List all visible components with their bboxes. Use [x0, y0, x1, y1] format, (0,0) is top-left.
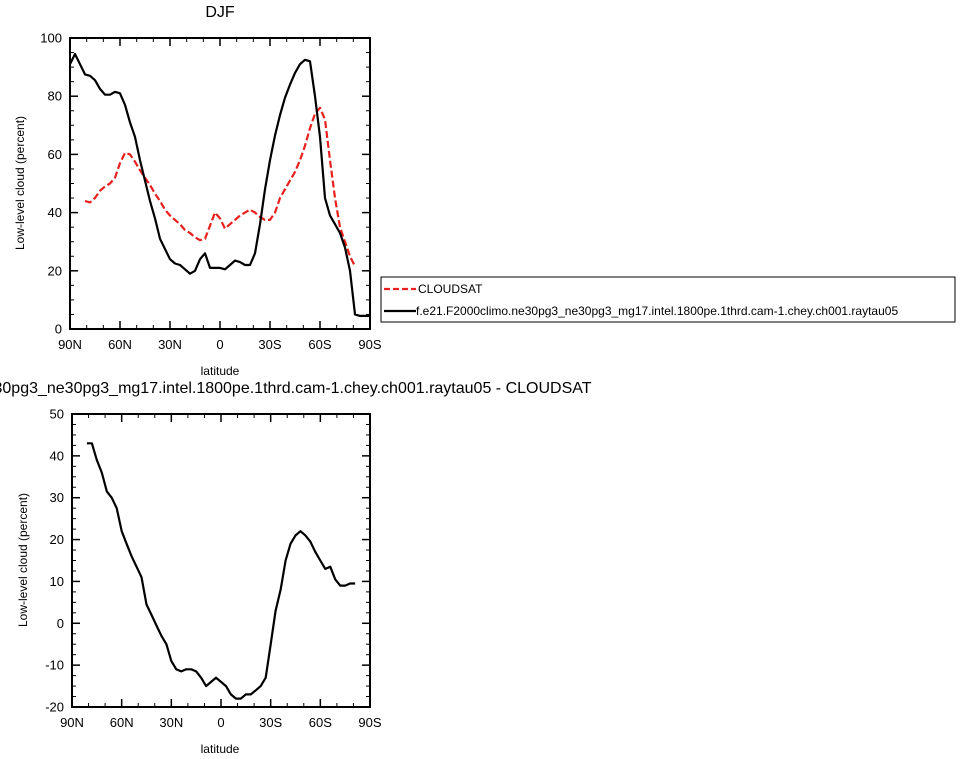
bottom-plot-frame [71, 413, 371, 708]
top-x-axis-label: latitude [201, 364, 240, 378]
top-chart-title: DJF [205, 4, 235, 21]
bottom-y-tick-label: 30 [50, 490, 64, 505]
bottom-x-tick-label: 60S [309, 715, 332, 730]
top-y-tick-label: 40 [48, 205, 62, 220]
bottom-x-tick-label: 60N [110, 715, 134, 730]
top-y-axis-label: Low-level cloud (percent) [13, 116, 27, 250]
top-y-tick-label: 100 [40, 31, 62, 46]
top-y-tick-label: 0 [55, 322, 62, 337]
bottom-y-tick-label: 20 [50, 532, 64, 547]
top-y-tick-label: 60 [48, 147, 62, 162]
top-x-tick-label: 90N [58, 337, 82, 352]
bottom-series-group [86, 442, 356, 700]
top-y-ticks: 0 20 40 60 80 100 [40, 31, 370, 337]
top-x-tick-label: 30S [258, 337, 281, 352]
bottom-x-tick-label: 90S [358, 715, 381, 730]
top-x-ticks: 90N 60N 30N 0 30S 60S 90S [58, 38, 382, 352]
top-x-tick-label: 0 [216, 337, 223, 352]
bottom-chart-title: f.e21.F2000climo.ne30pg3_ne30pg3_mg17.in… [0, 380, 592, 397]
legend-label-cloudsat: CLOUDSAT [418, 282, 483, 296]
top-y-tick-label: 20 [48, 263, 62, 278]
bottom-y-tick-label: 10 [50, 574, 64, 589]
top-x-tick-label: 60N [108, 337, 132, 352]
top-x-tick-label: 30N [158, 337, 182, 352]
bottom-x-tick-label: 30N [159, 715, 183, 730]
top-y-tick-label: 80 [48, 89, 62, 104]
legend: CLOUDSAT f.e21.F2000climo.ne30pg3_ne30pg… [380, 276, 956, 323]
top-plot-frame [69, 37, 371, 330]
bottom-y-tick-label: 0 [57, 616, 64, 631]
bottom-x-tick-label: 30S [259, 715, 282, 730]
bottom-x-axis-label: latitude [201, 742, 240, 756]
bottom-y-tick-label: -10 [45, 658, 64, 673]
bottom-x-tick-label: 90N [60, 715, 84, 730]
top-panel: DJF 90N 60N 30N 0 30S 60S 90S 0 20 40 60 80 100 lat… [13, 4, 382, 378]
top-x-tick-label: 90S [358, 337, 381, 352]
top-series-line-1 [69, 52, 370, 317]
bottom-x-tick-label: 0 [217, 715, 224, 730]
bottom-x-ticks: 90N 60N 30N 0 30S 60S 90S [60, 414, 382, 730]
top-series-line-0 [84, 106, 356, 267]
bottom-y-axis-label: Low-level cloud (percent) [16, 493, 30, 627]
legend-label-model: f.e21.F2000climo.ne30pg3_ne30pg3_mg17.in… [416, 304, 898, 318]
bottom-y-ticks: -20 -10 0 10 20 30 40 50 [45, 407, 370, 715]
top-series-group [69, 52, 370, 317]
bottom-y-tick-label: -20 [45, 700, 64, 715]
bottom-series-line-0 [86, 442, 356, 700]
top-x-tick-label: 60S [308, 337, 331, 352]
bottom-y-tick-label: 40 [50, 448, 64, 463]
bottom-y-tick-label: 50 [50, 407, 64, 422]
bottom-panel: f.e21.F2000climo.ne30pg3_ne30pg3_mg17.in… [0, 380, 592, 756]
legend-box [380, 276, 956, 323]
